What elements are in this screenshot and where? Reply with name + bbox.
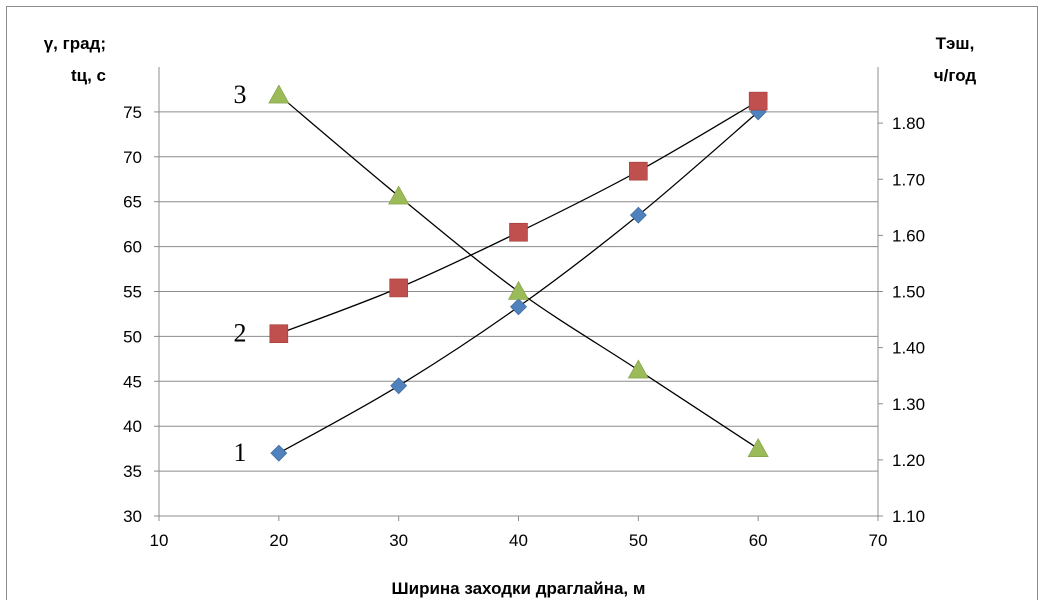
y-right-tick-label: 1.80 <box>892 114 925 133</box>
y-right-tick-label: 1.70 <box>892 170 925 189</box>
y-right-tick-label: 1.40 <box>892 339 925 358</box>
x-tick-label: 40 <box>509 531 528 550</box>
y-left-tick-label: 35 <box>123 462 142 481</box>
data-point-1 <box>270 444 288 462</box>
x-tick-label: 10 <box>150 531 169 550</box>
marker-layer <box>268 84 769 462</box>
y-left-tick-label: 70 <box>123 148 142 167</box>
y-left-tick-label: 55 <box>123 283 142 302</box>
data-point-2 <box>269 324 289 344</box>
data-point-2 <box>748 91 768 111</box>
y-left-tick-label: 75 <box>123 103 142 122</box>
data-point-3 <box>507 280 530 300</box>
y-right-tick-label: 1.30 <box>892 395 925 414</box>
data-point-3 <box>627 359 649 379</box>
y-left-tick-label: 65 <box>123 193 142 212</box>
axes-layer <box>154 67 883 521</box>
curve-layer <box>278 94 759 454</box>
data-point-3 <box>388 185 410 205</box>
x-tick-label: 60 <box>749 531 768 550</box>
y-left-tick-label: 60 <box>123 238 142 257</box>
x-tick-label: 50 <box>629 531 648 550</box>
data-point-1 <box>629 206 647 224</box>
y-right-tick-label: 1.10 <box>892 507 925 526</box>
y-left-tick-label: 40 <box>123 417 142 436</box>
curve-label-3: 3 <box>234 80 247 109</box>
y-right-tick-label: 1.20 <box>892 451 925 470</box>
y-left-tick-label: 45 <box>123 372 142 391</box>
trend-curve-3 <box>278 94 759 450</box>
curve-label-1: 1 <box>234 438 247 467</box>
y-left-tick-label: 30 <box>123 507 142 526</box>
y-right-axis-title: Тэш, <box>936 34 975 53</box>
data-point-3 <box>268 84 290 104</box>
y-right-axis-title: ч/год <box>934 66 977 85</box>
x-tick-label: 20 <box>269 531 288 550</box>
y-right-tick-label: 1.50 <box>892 283 925 302</box>
data-point-1 <box>390 377 408 395</box>
x-tick-label: 30 <box>389 531 408 550</box>
chart-frame <box>6 6 1038 600</box>
data-point-1 <box>510 298 527 316</box>
curve-label-2: 2 <box>234 319 247 348</box>
y-left-axis-title: tц, с <box>71 66 106 85</box>
data-point-2 <box>389 278 408 298</box>
x-axis-title: Ширина заходки драглайна, м <box>392 579 646 598</box>
data-point-2 <box>629 161 648 181</box>
data-point-3 <box>747 438 769 457</box>
data-point-2 <box>509 222 528 242</box>
y-right-tick-label: 1.60 <box>892 226 925 245</box>
y-left-tick-label: 50 <box>123 327 142 346</box>
x-tick-label: 70 <box>869 531 888 550</box>
text-layer: 10 20 30 40 50 60 70 30 35 40 45 50 55 60 65 70 75 1.10 1.… <box>44 34 977 598</box>
y-left-axis-title: γ, град; <box>44 34 106 53</box>
